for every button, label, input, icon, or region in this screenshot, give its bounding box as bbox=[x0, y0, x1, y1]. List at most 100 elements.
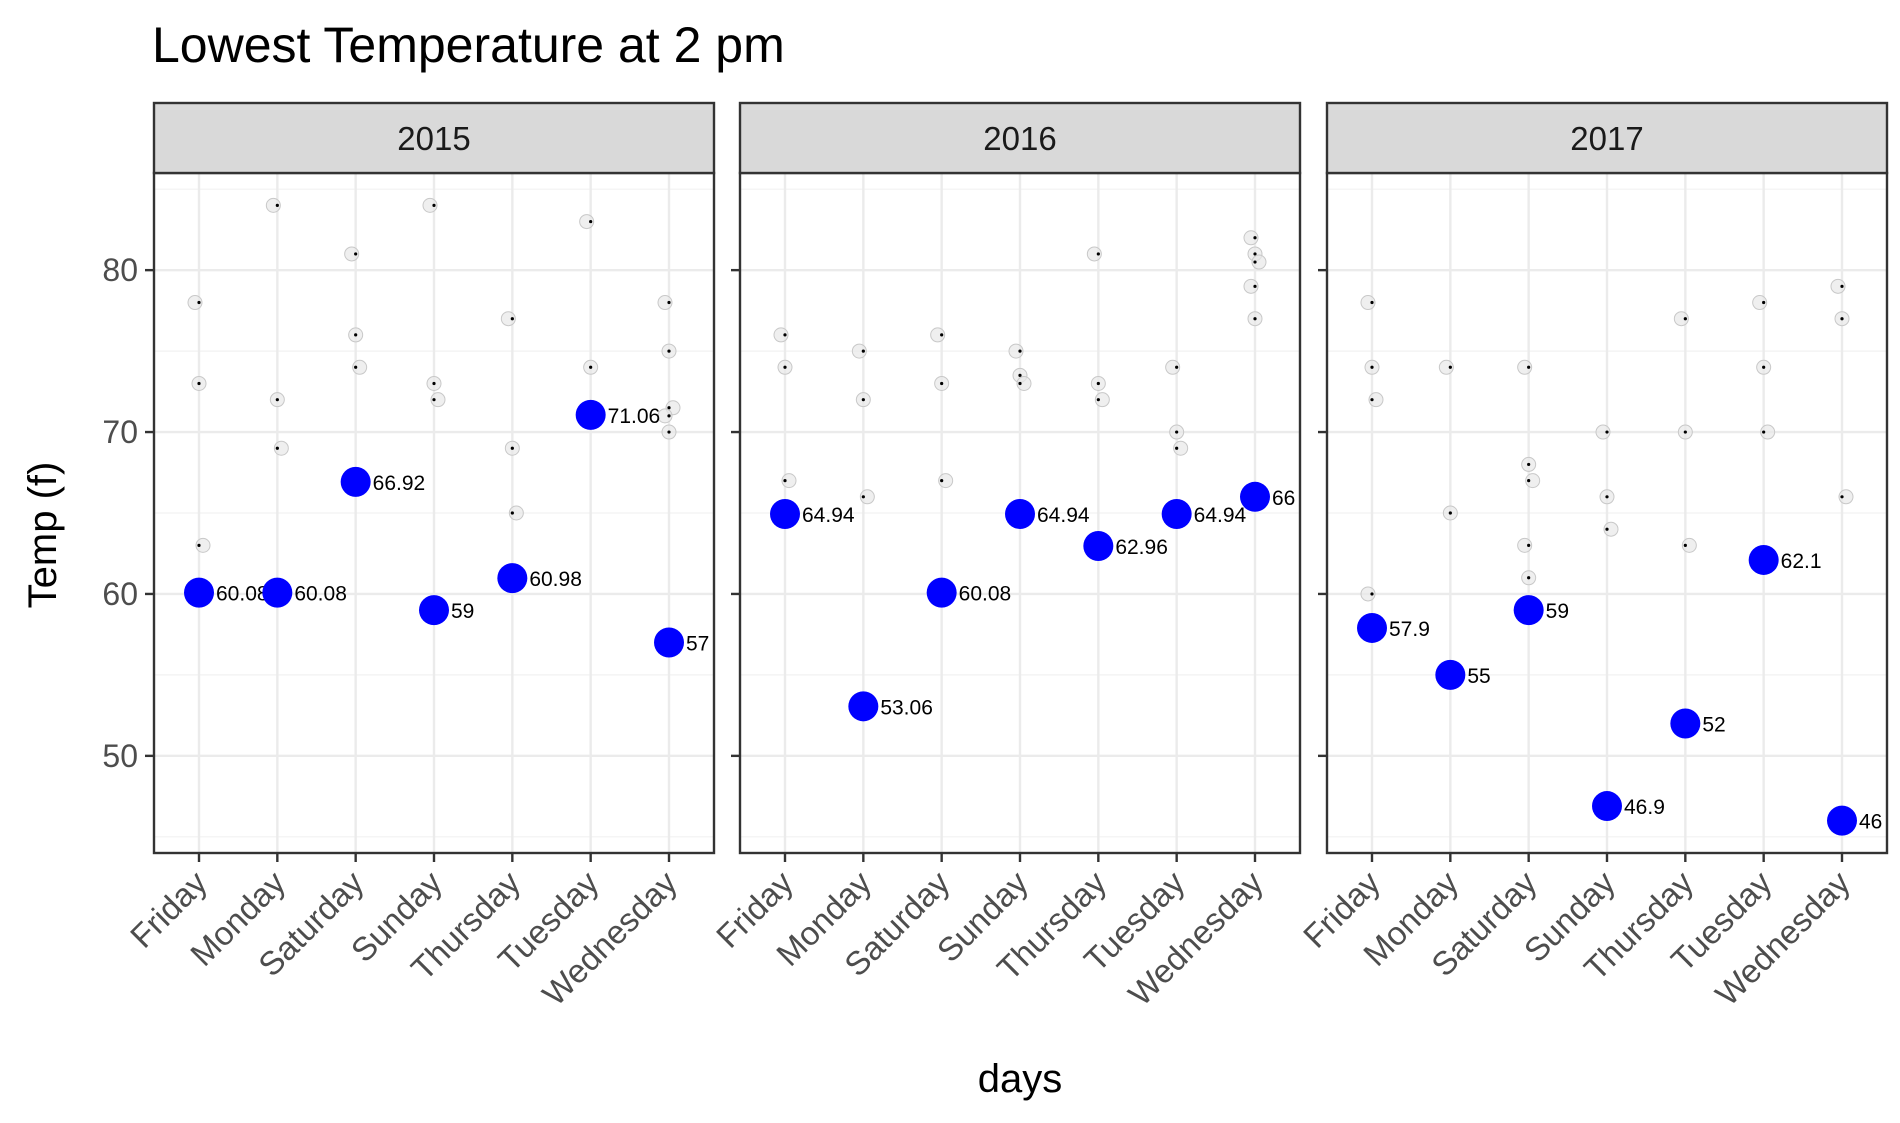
observation-dot bbox=[1253, 260, 1257, 264]
observation-dot bbox=[667, 414, 671, 418]
data-label: 60.08 bbox=[959, 583, 1012, 606]
observation-point bbox=[859, 489, 875, 505]
observation-dot bbox=[1605, 430, 1609, 434]
observation-point bbox=[195, 537, 211, 553]
data-label: 71.06 bbox=[608, 405, 661, 428]
lowest-point-2016-sunday bbox=[1005, 498, 1035, 529]
data-label: 59 bbox=[451, 600, 474, 623]
observation-point bbox=[1681, 537, 1697, 553]
observation-point bbox=[1360, 295, 1376, 311]
panel-2017: 57.9555946.95262.1462017FridayMondaySatu… bbox=[1296, 101, 1889, 1013]
observation-dot bbox=[1683, 543, 1687, 547]
observation-point bbox=[500, 311, 516, 327]
data-label: 66.92 bbox=[373, 472, 426, 495]
observation-dot bbox=[1527, 576, 1531, 580]
facet-strip-label: 2017 bbox=[1570, 120, 1643, 157]
data-label: 64.94 bbox=[1194, 504, 1247, 527]
y-axis-title: Temp (f) bbox=[21, 462, 65, 609]
lowest-point-2016-friday bbox=[770, 498, 800, 529]
observation-dot bbox=[1527, 479, 1531, 483]
observation-dot bbox=[432, 398, 436, 402]
data-label: 46 bbox=[1859, 811, 1882, 834]
data-label: 55 bbox=[1467, 665, 1490, 688]
panel-2016: 64.9453.0660.0864.9462.9664.94662016Frid… bbox=[709, 101, 1302, 1013]
observation-dot bbox=[1762, 300, 1766, 305]
observation-dot bbox=[275, 398, 279, 402]
observation-dot bbox=[1018, 381, 1022, 386]
lowest-point-2015-saturday bbox=[340, 466, 371, 497]
lowest-point-2015-friday bbox=[184, 577, 214, 608]
observation-dot bbox=[1840, 495, 1844, 499]
observation-dot bbox=[667, 300, 671, 305]
data-label: 60.08 bbox=[294, 583, 347, 606]
observation-dot bbox=[667, 349, 671, 353]
observation-point bbox=[938, 473, 954, 489]
observation-dot bbox=[1253, 236, 1257, 240]
observation-dot bbox=[1175, 430, 1179, 434]
facet-strip bbox=[1325, 101, 1889, 175]
y-tick-label: 80 bbox=[102, 252, 138, 288]
observation-point bbox=[422, 197, 438, 213]
data-label: 59 bbox=[1546, 600, 1569, 623]
observation-dot bbox=[667, 430, 671, 434]
facet-strip-label: 2015 bbox=[397, 120, 470, 157]
data-label: 60.98 bbox=[529, 568, 582, 591]
observation-dot bbox=[1253, 252, 1257, 256]
observation-dot bbox=[197, 543, 201, 547]
observation-dot bbox=[1096, 398, 1100, 402]
observation-dot bbox=[510, 446, 514, 450]
observation-point bbox=[187, 295, 203, 311]
data-label: 64.94 bbox=[802, 504, 855, 527]
observation-point bbox=[1173, 440, 1189, 456]
observation-dot bbox=[354, 333, 358, 337]
x-axis-title: days bbox=[978, 1057, 1063, 1101]
observation-dot bbox=[589, 365, 593, 369]
observation-dot bbox=[1605, 495, 1609, 499]
facet-panels: 60.08 60.08 66.92 59 60.98 71.06 57 2015 50 60 70 8… bbox=[102, 101, 1889, 1013]
observation-point bbox=[430, 392, 446, 408]
observation-dot bbox=[1370, 300, 1374, 305]
observation-dot bbox=[1096, 381, 1100, 386]
lowest-point-2016-thursday bbox=[1083, 531, 1114, 562]
observation-dot bbox=[1370, 365, 1374, 369]
observation-dot bbox=[197, 381, 201, 386]
observation-dot bbox=[783, 333, 787, 337]
observation-point bbox=[1752, 295, 1768, 311]
observation-point bbox=[1243, 230, 1259, 246]
observation-point bbox=[657, 408, 673, 424]
lowest-point-2015-sunday bbox=[419, 595, 449, 626]
observation-point bbox=[508, 505, 524, 521]
observation-point bbox=[1368, 392, 1384, 408]
observation-dot bbox=[861, 495, 865, 499]
observation-dot bbox=[510, 317, 514, 321]
observation-dot bbox=[1840, 284, 1844, 288]
data-label: 53.06 bbox=[880, 696, 933, 719]
observation-dot bbox=[354, 252, 358, 256]
lowest-point-2016-monday bbox=[848, 691, 879, 722]
observation-dot bbox=[1253, 317, 1257, 321]
lowest-point-2017-sunday bbox=[1592, 791, 1622, 822]
observation-point bbox=[1830, 278, 1846, 294]
observation-dot bbox=[783, 365, 787, 369]
lowest-point-2017-friday bbox=[1357, 612, 1387, 643]
lowest-point-2016-tuesday bbox=[1161, 498, 1192, 529]
data-label: 62.96 bbox=[1115, 536, 1168, 559]
observation-dot bbox=[667, 406, 671, 410]
observation-point bbox=[930, 327, 946, 343]
observation-point bbox=[352, 359, 368, 375]
observation-point bbox=[1838, 489, 1854, 505]
observation-point bbox=[773, 327, 789, 343]
observation-point bbox=[273, 440, 289, 456]
observation-dot bbox=[1683, 317, 1687, 321]
observation-dot bbox=[1175, 446, 1179, 450]
lowest-point-2015-thursday bbox=[497, 563, 528, 594]
lowest-point-2015-monday bbox=[262, 577, 293, 608]
data-label: 57 bbox=[686, 633, 709, 656]
lowest-point-2017-thursday bbox=[1670, 708, 1701, 739]
observation-point bbox=[1086, 246, 1102, 262]
data-label: 64.94 bbox=[1037, 504, 1090, 527]
observation-dot bbox=[861, 398, 865, 402]
observation-point bbox=[1760, 424, 1776, 440]
